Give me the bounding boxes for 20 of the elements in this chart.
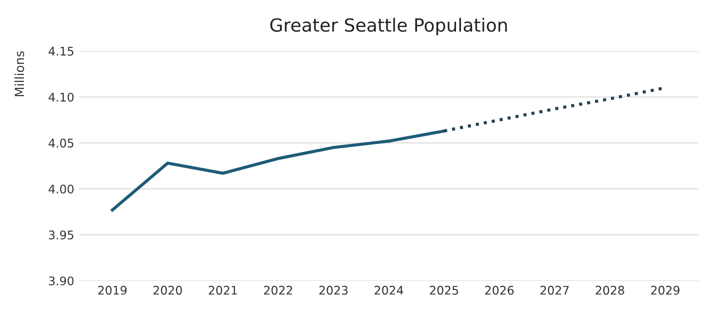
y-tick-label: 4.10 xyxy=(48,92,74,102)
x-tick-label: 2021 xyxy=(208,286,237,295)
y-tick-label: 3.90 xyxy=(48,276,74,286)
x-tick-label: 2022 xyxy=(264,286,292,295)
y-tick-label: 3.95 xyxy=(48,230,74,240)
x-tick-label: 2024 xyxy=(374,286,404,295)
y-tick-label: 4.00 xyxy=(48,184,74,194)
x-tick-label: 2019 xyxy=(98,286,127,295)
y-tick-label: 4.15 xyxy=(48,46,74,56)
chart-title: Greater Seattle Population xyxy=(270,18,507,36)
x-tick-label: 2029 xyxy=(651,286,680,295)
x-tick-label: 2027 xyxy=(540,286,569,295)
y-axis-title: Millions xyxy=(14,51,24,96)
x-tick-label: 2020 xyxy=(154,286,182,295)
x-tick-label: 2026 xyxy=(485,286,514,295)
y-tick-label: 4.05 xyxy=(48,138,74,148)
line-series xyxy=(110,129,446,212)
x-tick-label: 2023 xyxy=(319,286,348,295)
x-tick-label: 2025 xyxy=(430,286,458,295)
x-tick-label: 2028 xyxy=(596,286,624,295)
